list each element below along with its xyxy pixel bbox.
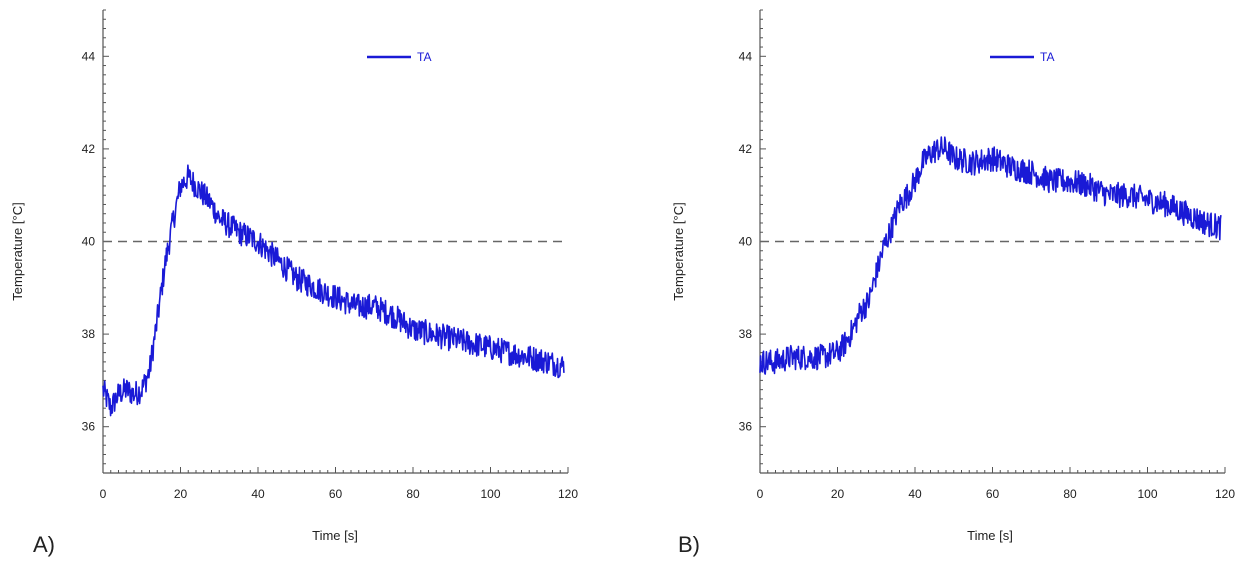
x-tick-label: 80	[1063, 487, 1077, 501]
x-tick-label: 120	[558, 487, 578, 501]
chart-panel-b: 36 38 40 42 44 0 20 40 60 80 100 120 Time [s] Tempera…	[671, 9, 1235, 557]
legend-label: TA	[1040, 50, 1054, 64]
y-tick-label: 36	[739, 420, 753, 434]
legend-label: TA	[417, 50, 431, 64]
x-tick-label: 0	[757, 487, 764, 501]
y-tick-label: 36	[82, 420, 96, 434]
y-tick-label: 44	[82, 49, 96, 63]
y-tick-label: 40	[82, 235, 96, 249]
x-tick-label: 60	[986, 487, 1000, 501]
y-tick-label: 42	[82, 142, 96, 156]
panel-label: A)	[33, 532, 55, 557]
y-axis-title: Temperature [°C]	[671, 202, 686, 300]
x-tick-label: 100	[480, 487, 500, 501]
panel-label: B)	[678, 532, 700, 557]
y-tick-label: 38	[739, 327, 753, 341]
series-line-ta	[102, 164, 565, 417]
x-tick-label: 60	[329, 487, 343, 501]
y-tick-label: 40	[739, 235, 753, 249]
x-axis-title: Time [s]	[312, 528, 358, 543]
y-tick-label: 44	[739, 49, 753, 63]
y-tick-label: 38	[82, 327, 96, 341]
x-tick-label: 80	[406, 487, 420, 501]
x-tick-label: 40	[251, 487, 265, 501]
x-tick-label: 100	[1137, 487, 1157, 501]
series-line-ta	[759, 136, 1222, 375]
x-tick-label: 20	[174, 487, 188, 501]
x-tick-label: 120	[1215, 487, 1235, 501]
x-tick-label: 0	[100, 487, 107, 501]
x-axis-title: Time [s]	[967, 528, 1013, 543]
y-tick-label: 42	[739, 142, 753, 156]
y-axis-title: Temperature [°C]	[10, 202, 25, 300]
x-tick-label: 40	[908, 487, 922, 501]
chart-panel-a: 36 38 40 42 44 0 20 40 60 80 100 120 Time [s] Tempera…	[10, 9, 578, 557]
x-tick-label: 20	[831, 487, 845, 501]
